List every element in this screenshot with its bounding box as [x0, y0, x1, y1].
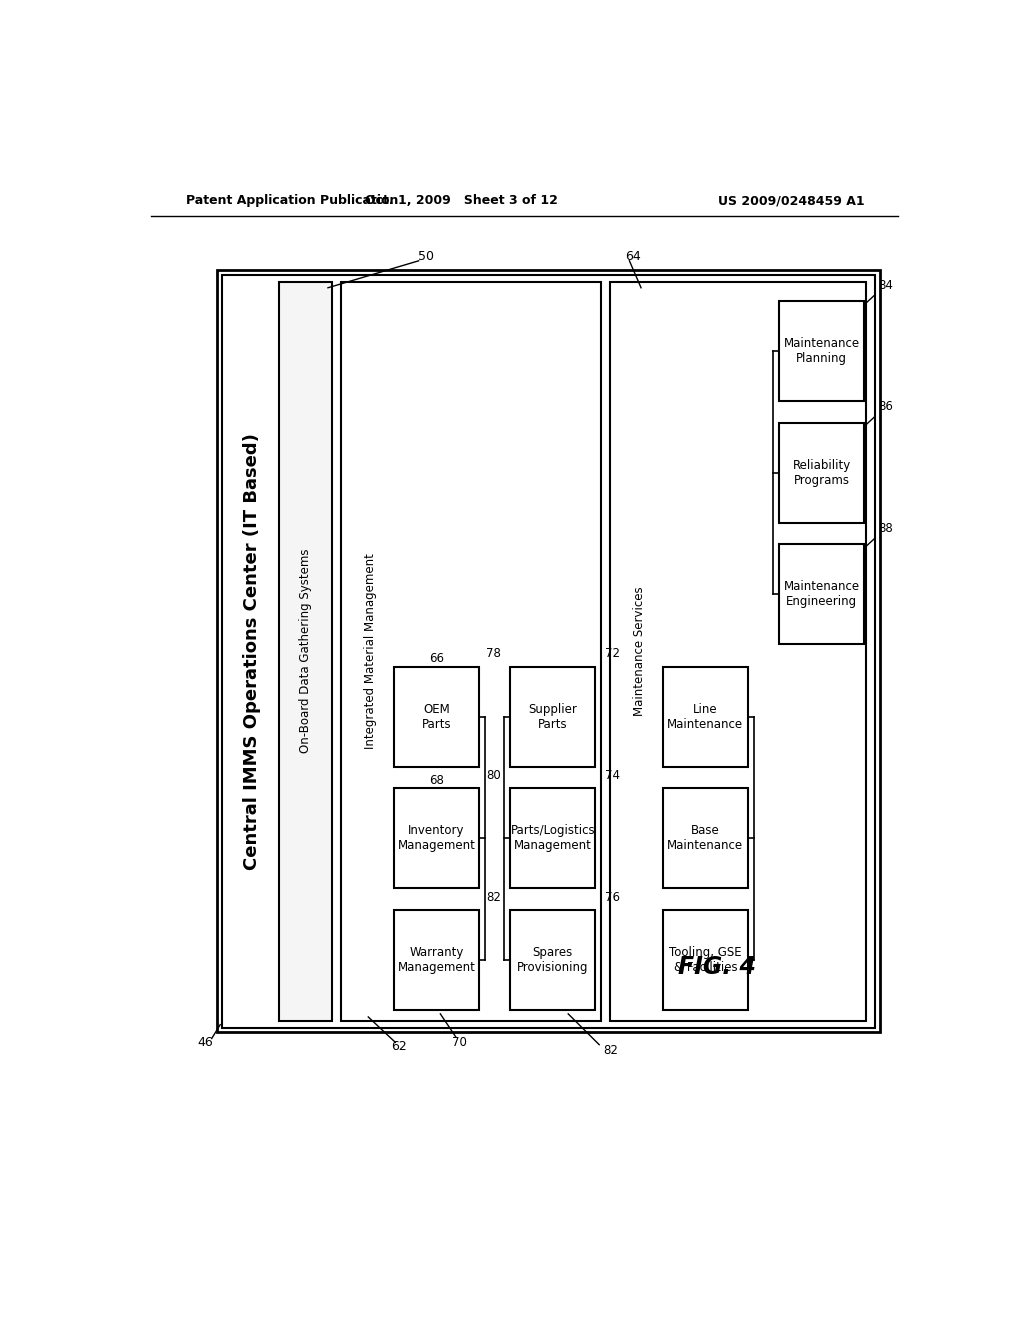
Text: Tooling, GSE
& Facilities: Tooling, GSE & Facilities: [669, 946, 741, 974]
Bar: [394, 909, 479, 1010]
Text: 88: 88: [879, 521, 893, 535]
Text: 82: 82: [603, 1044, 617, 1056]
Text: 84: 84: [879, 279, 893, 292]
Text: 50: 50: [419, 251, 434, 264]
Bar: [394, 788, 479, 888]
Text: Supplier
Parts: Supplier Parts: [528, 702, 578, 731]
Text: Patent Application Publication: Patent Application Publication: [186, 194, 398, 207]
Bar: [510, 788, 595, 888]
Text: 86: 86: [879, 400, 893, 413]
Text: Reliability
Programs: Reliability Programs: [793, 458, 851, 487]
Text: Maintenance
Planning: Maintenance Planning: [783, 337, 860, 364]
Bar: [779, 422, 864, 523]
Text: 64: 64: [626, 251, 641, 264]
Text: OEM
Parts: OEM Parts: [422, 702, 452, 731]
Text: 46: 46: [198, 1036, 213, 1049]
Text: US 2009/0248459 A1: US 2009/0248459 A1: [718, 194, 864, 207]
Text: 82: 82: [486, 891, 501, 904]
Text: 76: 76: [604, 891, 620, 904]
Bar: [280, 281, 332, 1020]
Bar: [663, 667, 748, 767]
Text: Parts/Logistics
Management: Parts/Logistics Management: [510, 824, 595, 853]
Bar: [663, 788, 748, 888]
Bar: [779, 301, 864, 401]
Text: Integrated Material Management: Integrated Material Management: [365, 553, 377, 750]
Text: Maintenance
Engineering: Maintenance Engineering: [783, 581, 860, 609]
Text: 62: 62: [391, 1040, 408, 1053]
Text: 78: 78: [486, 647, 501, 660]
Text: 68: 68: [429, 774, 443, 787]
Bar: [663, 909, 748, 1010]
Text: Spares
Provisioning: Spares Provisioning: [517, 946, 589, 974]
Bar: [394, 667, 479, 767]
Text: 70: 70: [453, 1036, 467, 1049]
Text: Base
Maintenance: Base Maintenance: [668, 824, 743, 853]
Text: On-Board Data Gathering Systems: On-Board Data Gathering Systems: [299, 549, 312, 754]
Bar: [610, 281, 866, 1020]
Bar: [222, 275, 876, 1028]
Bar: [779, 544, 864, 644]
Bar: [217, 271, 880, 1032]
Text: Central IMMS Operations Center (IT Based): Central IMMS Operations Center (IT Based…: [243, 433, 261, 870]
Bar: [510, 667, 595, 767]
Bar: [510, 909, 595, 1010]
Bar: [341, 281, 601, 1020]
Text: Line
Maintenance: Line Maintenance: [668, 702, 743, 731]
Text: FIG. 4: FIG. 4: [678, 954, 756, 979]
Text: Warranty
Management: Warranty Management: [397, 946, 475, 974]
Text: Maintenance Services: Maintenance Services: [633, 586, 646, 715]
Text: 72: 72: [604, 647, 620, 660]
Text: 74: 74: [604, 770, 620, 781]
Text: Inventory
Management: Inventory Management: [397, 824, 475, 853]
Text: Oct. 1, 2009   Sheet 3 of 12: Oct. 1, 2009 Sheet 3 of 12: [365, 194, 558, 207]
Text: 80: 80: [486, 770, 501, 781]
Text: 66: 66: [429, 652, 444, 665]
